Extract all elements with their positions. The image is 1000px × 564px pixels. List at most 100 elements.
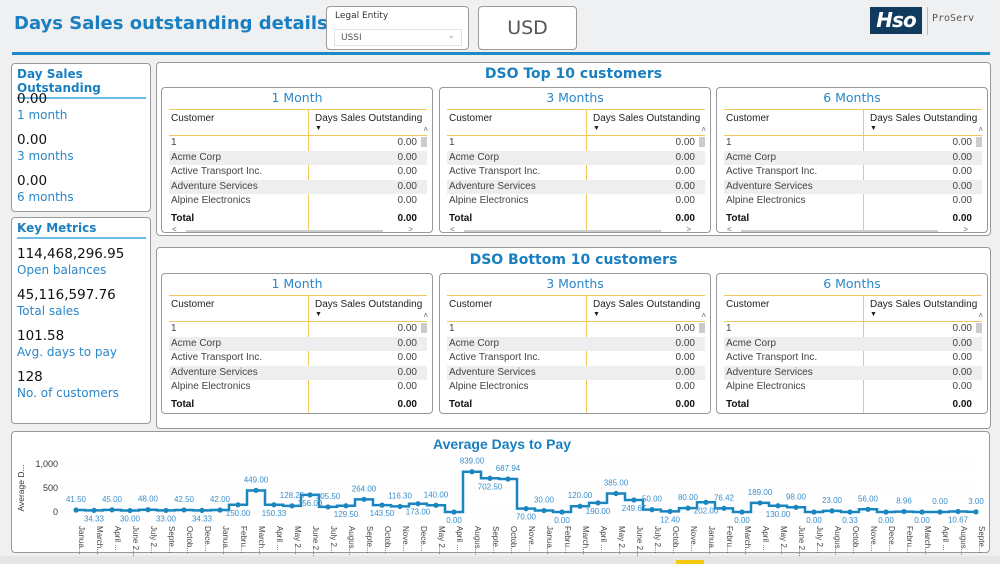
table-row[interactable]: Active Transport Inc. 0.00 (169, 165, 427, 180)
vertical-scrollbar[interactable] (976, 323, 982, 333)
kpi-label: 1 month (17, 108, 68, 122)
x-tick-label: April ... (941, 526, 950, 551)
table-row[interactable]: Adventure Services 0.00 (169, 179, 427, 195)
column-header-dso[interactable]: Days Sales Outstanding (593, 113, 701, 124)
table-row[interactable]: Adventure Services 0.00 (447, 179, 705, 195)
scroll-left-icon[interactable]: < (172, 224, 177, 233)
sort-desc-icon[interactable]: ▼ (593, 125, 600, 132)
vertical-scrollbar[interactable] (421, 137, 427, 147)
dso-cell: 0.00 (675, 180, 695, 192)
table-row[interactable]: Alpine Electronics 0.00 (447, 194, 705, 209)
dso-cell: 0.00 (952, 352, 972, 364)
scroll-right-icon[interactable]: > (408, 411, 413, 413)
table-row[interactable]: Acme Corp 0.00 (447, 150, 705, 166)
table-header: Customer Days Sales Outstanding ▼ ˄ (169, 295, 428, 322)
scroll-left-icon[interactable]: < (727, 224, 732, 233)
table-row[interactable]: Active Transport Inc. 0.00 (724, 351, 982, 366)
x-tick-label: Septe... (167, 526, 176, 554)
scroll-left-icon[interactable]: < (450, 411, 455, 413)
scroll-right-icon[interactable]: > (686, 224, 691, 233)
data-point (865, 506, 871, 512)
table-row[interactable]: 1 0.00 (447, 136, 705, 151)
table-row[interactable]: Adventure Services 0.00 (447, 365, 705, 381)
y-tick-label: 1,000 (35, 459, 58, 469)
customer-cell: Acme Corp (171, 151, 222, 163)
table-row[interactable]: Alpine Electronics 0.00 (447, 380, 705, 395)
table-row[interactable]: Acme Corp 0.00 (169, 336, 427, 352)
scroll-right-icon[interactable]: > (408, 224, 413, 233)
scroll-left-icon[interactable]: < (172, 411, 177, 413)
table-row[interactable]: Active Transport Inc. 0.00 (169, 351, 427, 366)
table-row[interactable]: Acme Corp 0.00 (724, 150, 982, 166)
sort-desc-icon[interactable]: ▼ (315, 311, 322, 318)
scrollbar-thumb[interactable] (741, 229, 938, 232)
column-header-dso[interactable]: Days Sales Outstanding (870, 299, 978, 310)
sort-desc-icon[interactable]: ▼ (870, 125, 877, 132)
column-header-customer[interactable]: Customer (726, 299, 770, 310)
table-row[interactable]: Active Transport Inc. 0.00 (447, 351, 705, 366)
page-tabs-bar[interactable] (0, 556, 1000, 564)
scroll-right-icon[interactable]: > (686, 411, 691, 413)
table-row[interactable]: Alpine Electronics 0.00 (724, 380, 982, 395)
table-row[interactable]: Active Transport Inc. 0.00 (724, 165, 982, 180)
horizontal-scrollbar[interactable]: < > (447, 224, 705, 233)
column-header-dso[interactable]: Days Sales Outstanding (593, 299, 701, 310)
legal-entity-dropdown[interactable]: USSI ⌄ (334, 29, 462, 46)
column-header-dso[interactable]: Days Sales Outstanding (315, 299, 423, 310)
x-tick-label: Augus... (833, 526, 842, 555)
column-header-customer[interactable]: Customer (171, 113, 215, 124)
scrollbar-thumb[interactable] (464, 229, 661, 232)
sort-desc-icon[interactable]: ▼ (593, 311, 600, 318)
table-row[interactable]: Alpine Electronics 0.00 (724, 194, 982, 209)
vertical-scrollbar[interactable] (699, 323, 705, 333)
table-row[interactable]: Acme Corp 0.00 (447, 336, 705, 352)
active-page-tab[interactable] (676, 560, 704, 564)
column-header-customer[interactable]: Customer (171, 299, 215, 310)
sort-desc-icon[interactable]: ▼ (315, 125, 322, 132)
vertical-scrollbar[interactable] (976, 137, 982, 147)
table-row[interactable]: Active Transport Inc. 0.00 (447, 165, 705, 180)
table-row[interactable]: Acme Corp 0.00 (724, 336, 982, 352)
table-row[interactable]: 1 0.00 (169, 136, 427, 151)
dso-cell: 0.00 (675, 166, 695, 178)
scroll-left-icon[interactable]: < (450, 224, 455, 233)
table: Customer Days Sales Outstanding ▼ ˄ 1 0.00 Ac… (724, 109, 983, 233)
dso-cell: 0.00 (397, 151, 417, 163)
table-row[interactable]: Acme Corp 0.00 (169, 150, 427, 166)
scroll-up-icon[interactable]: ˄ (978, 311, 983, 320)
scroll-right-icon[interactable]: > (963, 411, 968, 413)
scroll-up-icon[interactable]: ˄ (423, 125, 428, 134)
column-header-dso[interactable]: Days Sales Outstanding (315, 113, 423, 124)
table-row[interactable]: Adventure Services 0.00 (724, 179, 982, 195)
x-tick-label: Nove... (869, 526, 878, 551)
table-row[interactable]: Alpine Electronics 0.00 (169, 194, 427, 209)
scroll-left-icon[interactable]: < (727, 411, 732, 413)
table-row[interactable]: 1 0.00 (724, 136, 982, 151)
legal-entity-slicer[interactable]: Legal Entity USSI ⌄ (326, 6, 469, 50)
scrollbar-thumb[interactable] (186, 229, 383, 232)
horizontal-scrollbar[interactable]: < > (724, 224, 982, 233)
scroll-up-icon[interactable]: ˄ (423, 311, 428, 320)
horizontal-scrollbar[interactable]: < > (169, 224, 427, 233)
column-header-customer[interactable]: Customer (449, 299, 493, 310)
column-header-customer[interactable]: Customer (726, 113, 770, 124)
table-row[interactable]: 1 0.00 (169, 322, 427, 337)
scroll-right-icon[interactable]: > (963, 224, 968, 233)
scroll-up-icon[interactable]: ˄ (701, 311, 706, 320)
table-row[interactable]: Alpine Electronics 0.00 (169, 380, 427, 395)
table-row[interactable]: 1 0.00 (447, 322, 705, 337)
column-header-customer[interactable]: Customer (449, 113, 493, 124)
table-row[interactable]: Adventure Services 0.00 (724, 365, 982, 381)
scroll-up-icon[interactable]: ˄ (978, 125, 983, 134)
table-row[interactable]: 1 0.00 (724, 322, 982, 337)
vertical-scrollbar[interactable] (699, 137, 705, 147)
sort-desc-icon[interactable]: ▼ (870, 311, 877, 318)
data-label: 48.00 (138, 495, 159, 504)
kpi-value: 0.00 (17, 132, 48, 148)
column-header-dso[interactable]: Days Sales Outstanding (870, 113, 978, 124)
scroll-up-icon[interactable]: ˄ (701, 125, 706, 134)
data-point (433, 502, 439, 508)
table-row[interactable]: Adventure Services 0.00 (169, 365, 427, 381)
column-divider (308, 295, 309, 413)
vertical-scrollbar[interactable] (421, 323, 427, 333)
